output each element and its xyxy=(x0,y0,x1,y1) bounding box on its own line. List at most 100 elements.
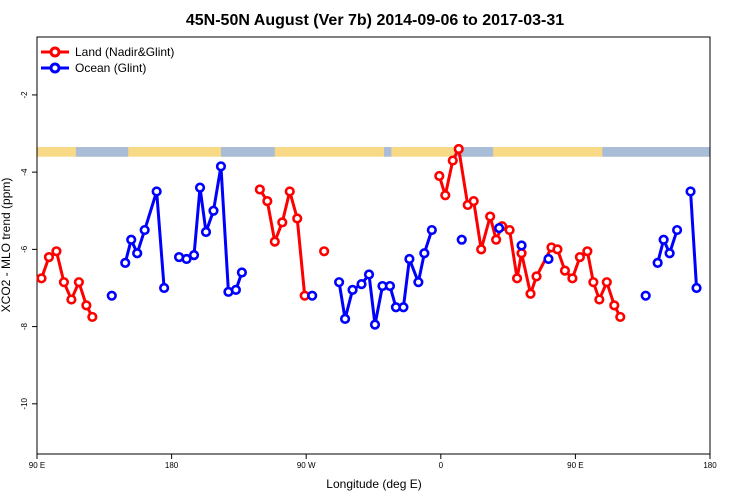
x-tick-label: 0 xyxy=(439,461,444,470)
ocean-data-point xyxy=(132,248,143,259)
ocean-data-point xyxy=(419,248,430,259)
ocean-data-point xyxy=(456,234,467,245)
y-tick-label: -6 xyxy=(20,245,29,253)
x-axis-label: Longitude (deg E) xyxy=(326,477,421,491)
y-axis-label: XCO2 - MLO trend (ppm) xyxy=(0,178,13,313)
land-data-point xyxy=(601,277,612,288)
x-tick-label: 180 xyxy=(165,461,179,470)
ocean-series xyxy=(106,161,702,330)
legend-land-label: Land (Nadir&Glint) xyxy=(75,45,174,59)
x-tick-label: 90 E xyxy=(29,461,45,470)
land-data-point xyxy=(319,246,330,257)
ocean-data-point xyxy=(640,290,651,301)
land-data-point xyxy=(51,246,62,257)
ocean-data-point xyxy=(691,282,702,294)
land-data-point xyxy=(582,246,593,257)
ocean-data-point xyxy=(494,223,505,234)
ocean-data-point xyxy=(543,253,554,265)
land-data-point xyxy=(609,300,620,311)
ocean-band xyxy=(602,147,710,157)
land-data-point xyxy=(567,273,578,284)
land-data-point xyxy=(504,224,515,236)
land-data-point xyxy=(434,170,445,182)
ocean-data-point xyxy=(671,224,683,236)
ocean-data-point xyxy=(384,280,396,292)
series-layer xyxy=(36,143,702,330)
land-data-point xyxy=(43,251,55,263)
ocean-data-point xyxy=(236,267,247,278)
ocean-band xyxy=(220,147,275,157)
y-tick-label: -2 xyxy=(20,91,29,99)
ocean-data-point xyxy=(194,182,206,193)
land-data-point xyxy=(254,184,265,195)
land-data-point xyxy=(36,273,47,284)
legend: Land (Nadir&Glint) Ocean (Glint) xyxy=(41,45,174,75)
land-data-point xyxy=(594,294,605,305)
land-data-point xyxy=(87,311,98,323)
ocean-data-point xyxy=(334,277,345,288)
ocean-data-point xyxy=(139,224,150,236)
ocean-data-point xyxy=(652,257,663,268)
land-data-point xyxy=(574,251,585,263)
x-tick-label: 90 W xyxy=(297,461,316,470)
land-data-point xyxy=(284,186,295,197)
ocean-data-point xyxy=(188,250,200,261)
land-data-point xyxy=(66,294,77,305)
land-data-point xyxy=(269,236,280,247)
land-data-point xyxy=(468,195,479,207)
land-data-point xyxy=(511,273,523,284)
land-data-point xyxy=(476,244,487,255)
ocean-series-line xyxy=(656,229,679,264)
legend-land-marker xyxy=(49,46,61,58)
ocean-data-point xyxy=(369,319,381,330)
ocean-data-point xyxy=(404,253,415,265)
ocean-data-point xyxy=(307,290,318,301)
ocean-data-point xyxy=(516,240,527,251)
land-data-point xyxy=(73,277,84,288)
ocean-data-point xyxy=(363,269,375,280)
y-axis: -2 -4 -6 -8 -10 xyxy=(20,91,37,410)
y-tick-label: -10 xyxy=(20,397,29,409)
ocean-data-point xyxy=(413,277,424,288)
plot-frame xyxy=(36,36,711,455)
ocean-band xyxy=(75,147,129,157)
y-tick-label: -4 xyxy=(20,168,29,176)
ocean-data-point xyxy=(426,224,437,236)
land-data-point xyxy=(447,155,458,166)
land-data-point xyxy=(559,265,571,276)
ocean-data-point xyxy=(230,284,242,296)
legend-ocean-marker xyxy=(49,62,61,74)
land-data-point xyxy=(277,217,288,228)
ocean-data-point xyxy=(106,290,117,301)
land-data-point xyxy=(531,271,542,282)
land-data-point xyxy=(525,288,536,299)
ocean-data-point xyxy=(685,186,696,197)
ocean-data-point xyxy=(215,161,227,172)
ocean-series-line xyxy=(689,191,699,289)
ocean-data-point xyxy=(347,284,358,296)
ocean-data-point xyxy=(159,282,170,294)
land-data-point xyxy=(440,190,451,201)
x-tick-label: 90 E xyxy=(567,461,583,470)
chart-title: 45N-50N August (Ver 7b) 2014-09-06 to 20… xyxy=(186,12,564,29)
ocean-data-point xyxy=(151,186,162,197)
land-data-point xyxy=(485,211,496,222)
y-tick-label: -8 xyxy=(20,322,29,330)
land-data-point xyxy=(262,195,273,207)
ocean-data-point xyxy=(339,313,351,324)
land-band xyxy=(37,147,710,157)
land-data-point xyxy=(453,143,464,155)
land-data-point xyxy=(81,300,92,311)
land-data-point xyxy=(292,213,303,224)
ocean-band xyxy=(383,147,392,157)
x-axis: 90 E 180 90 W 0 90 E 180 xyxy=(29,454,717,470)
land-data-point xyxy=(491,234,502,245)
land-data-point xyxy=(552,244,563,255)
ocean-data-point xyxy=(658,234,669,245)
land-data-point xyxy=(588,277,599,288)
legend-ocean-label: Ocean (Glint) xyxy=(75,61,146,75)
ocean-data-point xyxy=(181,253,192,265)
ocean-data-point xyxy=(200,226,212,238)
